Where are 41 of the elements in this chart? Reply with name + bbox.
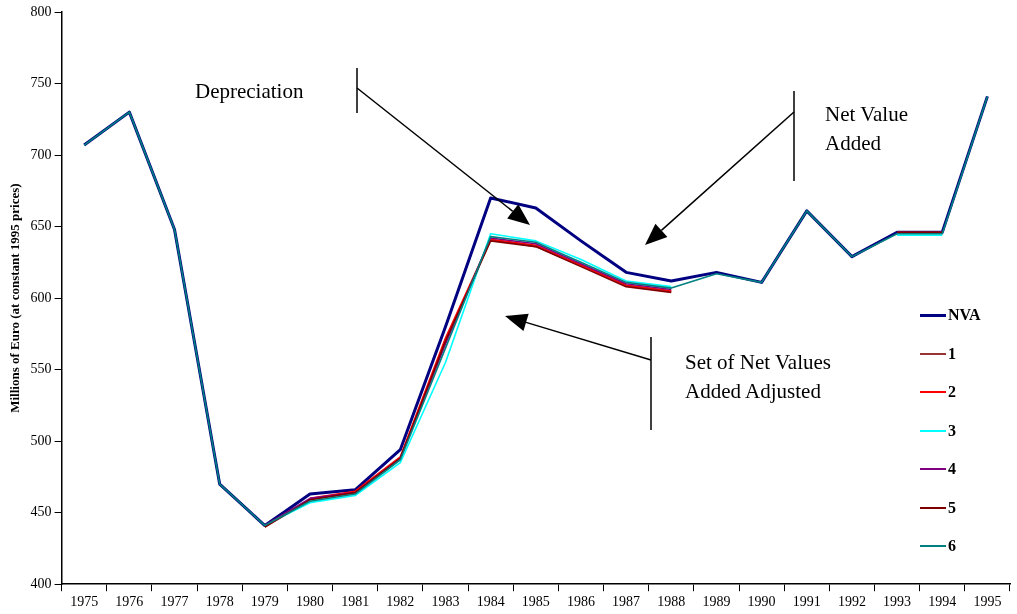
y-tick-label: 500 <box>30 432 52 448</box>
x-tick-label: 1986 <box>566 594 595 610</box>
annotation: Set of Net Values Added Adjusted <box>685 349 832 405</box>
y-tick-label: 600 <box>30 289 52 305</box>
y-tick-label: 750 <box>30 75 52 91</box>
x-tick-label: 1992 <box>837 594 866 610</box>
annotation: Net Value Added <box>825 101 909 157</box>
x-tick-label: 1984 <box>476 594 505 610</box>
x-tick-label: 1982 <box>386 594 415 610</box>
y-axis-title: Millions of Euro (at constant 1995 prices) <box>7 183 23 413</box>
y-tick-label: 450 <box>30 504 52 520</box>
x-tick-label: 1975 <box>70 594 99 610</box>
x-tick-label: 1978 <box>205 594 234 610</box>
x-tick-label: 1993 <box>883 594 912 610</box>
x-tick-label: 1985 <box>521 594 550 610</box>
y-tick-label: 700 <box>30 146 52 162</box>
annotation: Depreciation <box>195 78 305 105</box>
x-tick-label: 1995 <box>973 594 1002 610</box>
x-tick-label: 1983 <box>431 594 460 610</box>
x-tick-label: 1981 <box>341 594 370 610</box>
legend-label: 2 <box>948 383 956 402</box>
legend-label: 4 <box>948 460 956 479</box>
legend-label: 1 <box>948 344 956 363</box>
x-tick-label: 1977 <box>160 594 189 610</box>
y-tick-label: 400 <box>30 575 52 591</box>
x-tick-label: 1979 <box>250 594 279 610</box>
y-tick-label: 550 <box>30 361 52 377</box>
x-tick-label: 1980 <box>295 594 324 610</box>
x-tick-label: 1988 <box>657 594 686 610</box>
x-tick-label: 1989 <box>702 594 731 610</box>
legend-label: 5 <box>948 498 956 517</box>
x-tick-label: 1987 <box>612 594 641 610</box>
y-tick-label: 800 <box>30 3 52 19</box>
x-tick-label: 1991 <box>792 594 821 610</box>
x-tick-label: 1976 <box>115 594 144 610</box>
y-tick-label: 650 <box>30 218 52 234</box>
x-tick-label: 1994 <box>928 594 957 610</box>
legend-label: NVA <box>948 306 981 325</box>
legend-label: 6 <box>948 537 956 556</box>
x-tick-label: 1990 <box>747 594 776 610</box>
legend-label: 3 <box>948 421 956 440</box>
